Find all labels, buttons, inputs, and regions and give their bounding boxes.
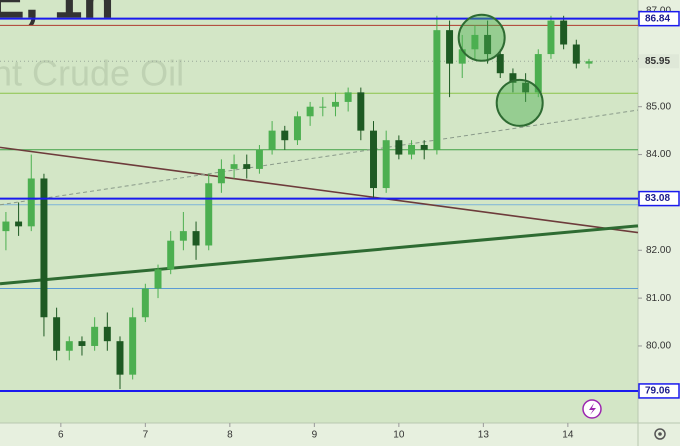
x-tick-label: 14 [562,430,574,441]
settings-icon[interactable] [654,428,666,440]
candle-body [357,92,365,131]
candle-body [496,54,504,74]
level-label: 86.84 [645,13,670,24]
candle-body [2,221,10,232]
candle-body [15,221,23,227]
trend-line [0,109,639,206]
y-tick-label: 80.00 [646,341,671,352]
candle-body [522,82,530,93]
candle-body [281,130,289,141]
settings-gear [654,428,666,440]
candle-body [129,317,137,375]
candle-body [268,130,276,150]
candle-body [547,20,555,55]
candle-body [65,341,73,351]
candle-body [167,240,175,270]
x-tick-label: 9 [312,430,318,441]
highlight-circle [495,78,544,127]
candle-body [293,116,301,141]
symbol-watermark: E, 1h [0,0,114,30]
plot-background [0,0,638,423]
candle-body [458,49,466,64]
highlight-circle [457,13,506,62]
candle-body [141,288,149,318]
y-tick-label: 84.00 [646,149,671,160]
candle-body [382,140,390,189]
trend-line [0,146,639,234]
x-tick-label: 6 [58,430,64,441]
settings-hub [658,432,662,436]
level-label: 83.08 [645,193,670,204]
level-label-box [638,190,680,207]
candle-body [331,101,339,107]
candle-body [572,44,580,64]
x-tick-label: 7 [143,430,149,441]
candle-body [319,106,327,108]
y-tick-label: 81.00 [646,293,671,304]
candle-body [116,341,124,375]
candle-body [230,164,238,169]
level-label-box [638,383,680,399]
time-axis-background [0,423,680,446]
x-tick-label: 13 [478,430,490,441]
trend-line [0,224,639,286]
y-tick-label: 82.00 [646,245,671,256]
y-tick-label: 85.00 [646,101,671,112]
candle-body [585,61,593,64]
candle-body [27,178,35,227]
plot-layer [0,13,639,392]
candle-body [243,164,251,169]
candle-body [344,92,352,102]
candle-body [53,317,61,351]
candle-body [154,269,162,289]
candle-body [192,231,200,246]
candle-body [408,144,416,155]
event-icon-bolt [589,403,596,415]
candle-body [217,168,225,184]
candle-body [484,34,492,55]
candle-body [179,231,187,241]
last-price-label: 85.95 [645,56,670,67]
price-axis-background [638,0,680,423]
candle-body [306,106,314,117]
candle-body [40,178,48,318]
candle-body [370,130,377,189]
candle-body [255,149,263,169]
level-label-box [638,10,680,27]
level-label: 79.06 [645,386,670,397]
watermark: nt Crude Oil [0,53,184,94]
x-tick-label: 10 [393,430,405,441]
candle-body [446,30,454,64]
candle-body [103,326,111,342]
candle-body [534,54,542,93]
candle-body [509,73,517,83]
x-tick-label: 8 [227,430,233,441]
candle-body [560,20,568,45]
candle-body [91,326,99,346]
candle-body [395,140,403,155]
candle-body [78,341,86,346]
candle-body [205,183,213,246]
candle-body [471,34,479,50]
candle-body [420,144,428,150]
last-price-box [639,54,679,69]
candle-body [433,30,441,150]
